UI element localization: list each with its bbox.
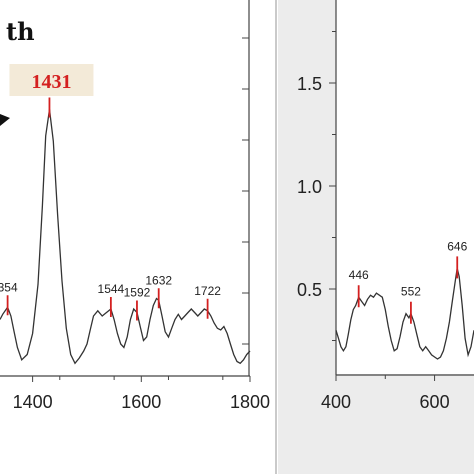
left-peak-label: 354 — [0, 280, 18, 294]
left-x-tick-label: 1600 — [121, 392, 161, 412]
right-y-tick-label: 1.0 — [297, 177, 322, 197]
right-x-tick-label: 600 — [420, 392, 450, 412]
right-peak-label: 446 — [349, 268, 369, 282]
left-peak-label: 1722 — [194, 284, 221, 298]
right-chart: 0.5 1.0 1.5 400 600 446 552 646 — [297, 0, 474, 412]
left-peak-label-box — [9, 64, 94, 96]
right-y-tick-label: 0.5 — [297, 280, 322, 300]
right-peak-label: 646 — [447, 239, 467, 253]
left-x-tick-label: 1400 — [13, 392, 53, 412]
right-spectrum-line — [335, 268, 474, 360]
left-peak-label: 1592 — [124, 286, 151, 300]
left-peak-label: 1431 — [31, 71, 71, 93]
left-peak-label: 1632 — [145, 273, 172, 287]
chart-title-fragment: th — [6, 17, 35, 46]
left-peak-label: 1544 — [98, 282, 125, 296]
right-x-tick-label: 400 — [321, 392, 351, 412]
right-peak-label: 552 — [401, 285, 421, 299]
arrow-pointer-icon — [0, 114, 10, 126]
left-spectrum-line — [0, 109, 251, 365]
right-y-tick-label: 1.5 — [297, 74, 322, 94]
left-x-tick-label: 1800 — [230, 392, 270, 412]
